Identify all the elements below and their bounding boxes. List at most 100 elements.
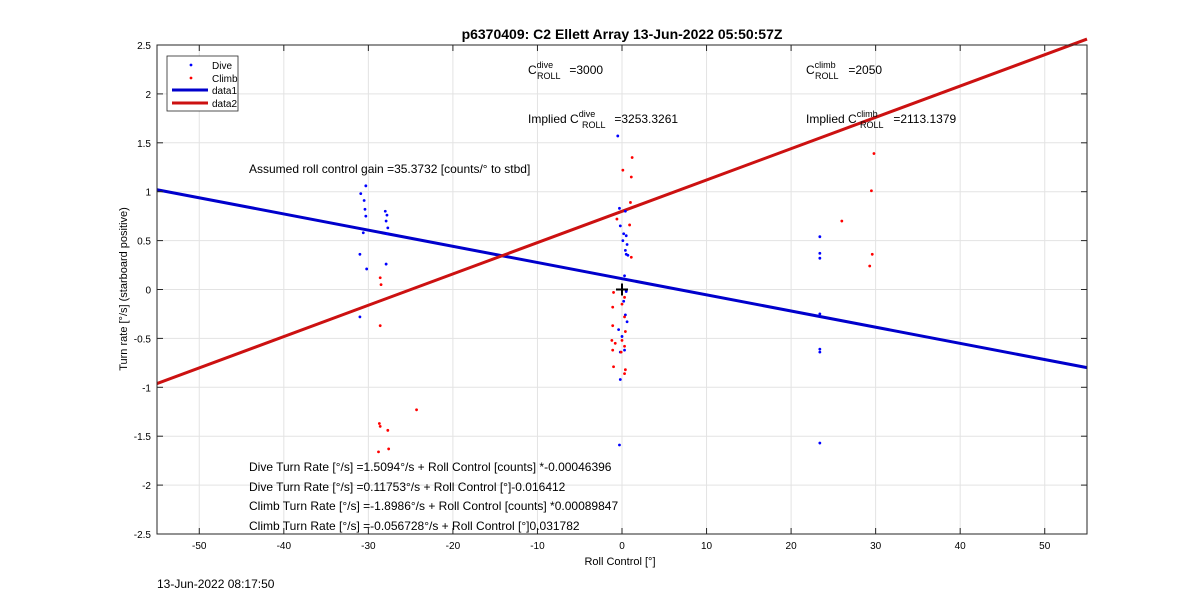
equation-dive-degrees: Dive Turn Rate [°/s] =0.11753°/s + Roll … xyxy=(249,480,566,494)
climb-point xyxy=(379,283,383,287)
x-tick-label: 40 xyxy=(955,541,967,552)
dive-point xyxy=(384,219,388,223)
equation-climb-counts: Climb Turn Rate [°/s] =-1.8986°/s + Roll… xyxy=(249,499,618,513)
climb-point xyxy=(611,348,615,352)
climb-point xyxy=(868,264,872,268)
dive-point xyxy=(622,299,626,303)
dive-point xyxy=(616,134,620,138)
x-tick-label: 10 xyxy=(701,541,713,552)
dive-point xyxy=(364,214,368,218)
implied-dive-sub: ROLL xyxy=(582,120,606,130)
c-climb-value: =2050 xyxy=(845,63,882,77)
climb-point xyxy=(612,291,615,294)
legend: Dive Climb data1 data2 xyxy=(166,55,239,112)
x-tick-label: 50 xyxy=(1039,541,1051,552)
c-climb-sub: ROLL xyxy=(815,71,839,81)
climb-point xyxy=(620,302,624,306)
implied-climb-sub: ROLL xyxy=(860,120,884,130)
climb-point xyxy=(386,428,390,432)
dive-point xyxy=(625,320,629,324)
dive-point xyxy=(624,290,628,293)
climb-point xyxy=(628,223,632,227)
climb-point xyxy=(378,425,382,428)
dive-point xyxy=(621,239,625,243)
legend-label-data1: data1 xyxy=(212,86,237,97)
dive-point xyxy=(363,207,367,211)
climb-point xyxy=(415,408,418,412)
y-tick-label: -2.5 xyxy=(134,530,152,541)
climb-point xyxy=(377,422,381,425)
climb-point xyxy=(872,152,876,155)
climb-point xyxy=(623,330,627,333)
dive-point xyxy=(626,253,630,257)
climb-point xyxy=(612,365,615,369)
dive-point xyxy=(624,234,628,238)
x-tick-label: -10 xyxy=(530,541,545,552)
dive-point xyxy=(818,350,822,354)
climb-point xyxy=(870,189,873,193)
dive-point xyxy=(383,209,387,213)
climb-point xyxy=(623,372,626,376)
dive-point xyxy=(818,312,822,316)
x-tick-label: 20 xyxy=(786,541,798,552)
y-tick-label: -1.5 xyxy=(134,432,152,443)
legend-marker-dive xyxy=(189,63,193,67)
legend-marker-climb xyxy=(189,76,193,80)
y-axis-label: Turn rate [°/s] (starboard positive) xyxy=(118,207,130,371)
axis-ticks: -50 -40 -30 -20 -10 0 10 20 30 40 50-2.5-2-1.5-1-0… xyxy=(134,41,1087,552)
climb-point xyxy=(615,217,619,221)
implied-climb-value: =2113.1379 xyxy=(890,112,957,126)
dive-point xyxy=(623,348,626,352)
dive-point xyxy=(618,206,621,210)
climb-point xyxy=(610,338,614,342)
dive-point xyxy=(625,243,629,246)
dive-point xyxy=(358,252,362,256)
climb-point xyxy=(387,447,391,451)
dive-point xyxy=(623,209,627,213)
implied-dive-prefix: Implied C xyxy=(528,112,579,126)
climb-point xyxy=(870,252,874,256)
legend-label-dive: Dive xyxy=(212,61,232,72)
climb-point xyxy=(623,295,626,299)
c-dive-prefix: C xyxy=(528,63,537,77)
climb-point xyxy=(630,156,634,159)
climb-point xyxy=(378,324,382,328)
climb-point xyxy=(623,368,627,372)
c-climb-prefix: C xyxy=(806,63,815,77)
y-tick-label: -0.5 xyxy=(134,334,152,345)
c-dive-sub: ROLL xyxy=(537,71,561,81)
climb-point xyxy=(611,324,615,328)
implied-climb-sup: climb xyxy=(857,109,878,119)
climb-point xyxy=(378,276,382,280)
dive-point xyxy=(384,262,388,266)
y-tick-label: 2 xyxy=(145,90,151,101)
dive-point xyxy=(359,192,363,196)
x-tick-label: -40 xyxy=(277,541,292,552)
equation-dive-counts: Dive Turn Rate [°/s] =1.5094°/s + Roll C… xyxy=(249,460,612,474)
y-tick-label: -1 xyxy=(142,383,151,394)
dive-point xyxy=(358,315,362,319)
x-tick-label: 0 xyxy=(619,541,625,552)
climb-point xyxy=(840,219,844,223)
climb-point xyxy=(629,201,632,204)
dive-point xyxy=(364,184,368,188)
dive-point xyxy=(818,256,822,260)
climb-point xyxy=(623,315,626,319)
implied-dive-value: =3253.3261 xyxy=(611,112,678,126)
climb-point xyxy=(621,168,625,172)
dive-point xyxy=(618,378,622,381)
dive-point xyxy=(386,226,390,230)
y-tick-label: -2 xyxy=(142,481,151,492)
dive-point xyxy=(623,248,627,252)
climb-point xyxy=(620,338,624,342)
y-tick-label: 0 xyxy=(145,286,151,297)
y-tick-label: 1 xyxy=(145,188,151,199)
climb-point xyxy=(629,255,633,259)
x-tick-label: -30 xyxy=(361,541,376,552)
climb-point xyxy=(613,341,617,345)
climb-point xyxy=(619,350,623,354)
dive-point xyxy=(617,328,621,331)
fit-lines xyxy=(156,37,1088,385)
x-axis-label: Roll Control [°] xyxy=(584,556,655,568)
